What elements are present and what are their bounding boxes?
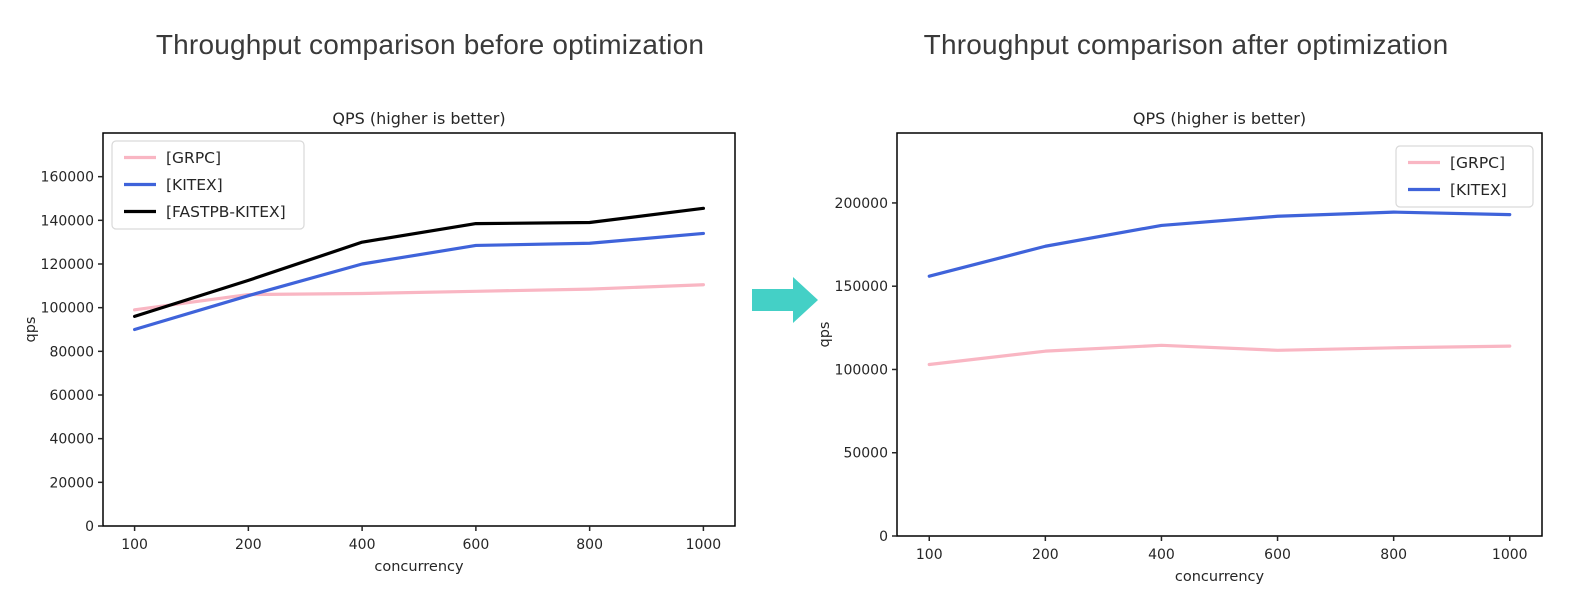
legend: [GRPC] [KITEX] [FASTPB-KITEX] xyxy=(111,140,305,230)
y-axis-tick-label: 50000 xyxy=(843,446,888,462)
x-axis-tick-label: 1000 xyxy=(686,537,722,553)
x-axis-tick-label: 800 xyxy=(576,537,603,553)
x-axis-tick-label: 100 xyxy=(916,547,943,563)
y-axis-tick-label: 20000 xyxy=(49,475,94,491)
y-axis-tick-label: 60000 xyxy=(49,388,94,404)
legend-box xyxy=(111,140,305,230)
y-axis-tick-label: 200000 xyxy=(835,196,888,212)
series-line-fastpb-kitex xyxy=(133,206,706,318)
right-arrow-icon xyxy=(752,277,818,323)
chart-title: QPS (higher is better) xyxy=(332,109,505,128)
x-axis-tick-label: 400 xyxy=(1148,547,1175,563)
x-axis-label: concurrency xyxy=(1175,569,1265,585)
plot-area-border xyxy=(896,132,1543,537)
legend-label: [KITEX] xyxy=(166,176,223,194)
after-figure-title: Throughput comparison after optimization xyxy=(923,29,1449,60)
series-line-grpc xyxy=(927,343,1512,367)
y-axis-tick-label: 80000 xyxy=(49,344,94,360)
y-axis-tick-label: 120000 xyxy=(41,257,94,273)
y-axis-tick-label: 150000 xyxy=(835,279,888,295)
x-axis-tick-label: 600 xyxy=(463,537,490,553)
legend-label: [KITEX] xyxy=(1450,181,1507,199)
legend-label: [GRPC] xyxy=(166,149,221,167)
series-line-kitex xyxy=(927,210,1512,278)
y-axis-label: qps xyxy=(23,317,39,343)
x-axis-tick-label: 400 xyxy=(349,537,376,553)
y-axis-tick-label: 100000 xyxy=(835,362,888,378)
legend-label: [FASTPB-KITEX] xyxy=(166,203,286,221)
legend: [GRPC] [KITEX] xyxy=(1395,145,1534,208)
x-axis-tick-label: 800 xyxy=(1380,547,1407,563)
y-axis-tick-label: 100000 xyxy=(41,301,94,317)
before-figure-title: Throughput comparison before optimizatio… xyxy=(155,29,705,60)
series-line-kitex xyxy=(133,231,706,332)
y-axis-tick-label: 0 xyxy=(85,519,94,535)
x-axis-tick-label: 1000 xyxy=(1492,547,1528,563)
y-axis-tick-label: 160000 xyxy=(41,170,94,186)
x-axis-tick-label: 100 xyxy=(121,537,148,553)
x-axis-tick-label: 200 xyxy=(235,537,262,553)
legend-label: [GRPC] xyxy=(1450,154,1505,172)
y-axis-tick-label: 40000 xyxy=(49,432,94,448)
y-axis-tick-label: 0 xyxy=(879,529,888,545)
plot-area-border xyxy=(102,132,736,527)
x-axis-tick-label: 200 xyxy=(1032,547,1059,563)
y-axis-label: qps xyxy=(817,322,833,348)
chart-title: QPS (higher is better) xyxy=(1133,109,1306,128)
y-axis-tick-label: 140000 xyxy=(41,213,94,229)
x-axis-tick-label: 600 xyxy=(1264,547,1291,563)
x-axis-label: concurrency xyxy=(374,559,464,575)
before-chart: 0 20000 40000 60000 80000 100000 120000 140000 1… xyxy=(23,109,736,575)
series-line-grpc xyxy=(133,283,706,312)
